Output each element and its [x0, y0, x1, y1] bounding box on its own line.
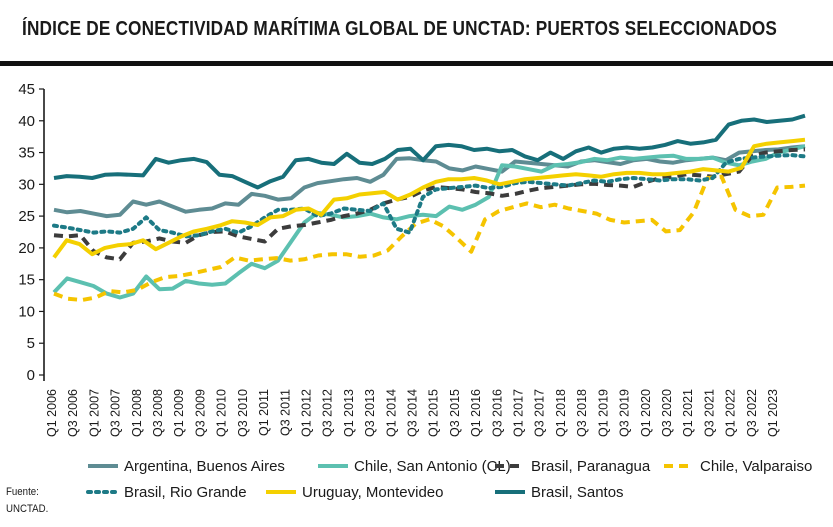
legend-item: Brasil, Santos [495, 484, 624, 501]
legend-item: Brasil, Paranagua [495, 458, 651, 475]
legend-label: Brasil, Paranagua [531, 458, 651, 475]
y-tick-label: 15 [18, 272, 35, 289]
x-tick-label: Q1 2008 [130, 389, 144, 437]
legend-label: Chile, San Antonio (CL) [354, 458, 511, 475]
y-tick-label: 10 [18, 303, 35, 320]
x-tick-label: Q1 2018 [554, 389, 568, 437]
x-tick-label: Q3 2017 [533, 389, 547, 437]
legend-item: Argentina, Buenos Aires [88, 458, 285, 475]
legend-label: Uruguay, Montevideo [302, 484, 443, 501]
legend-item: Chile, San Antonio (CL) [318, 458, 511, 475]
x-tick-label: Q3 2020 [660, 389, 674, 437]
x-tick-label: Q3 2015 [448, 389, 462, 437]
x-tick-label: Q3 2014 [406, 389, 420, 437]
legend-item: Brasil, Rio Grande [86, 484, 247, 501]
x-tick-label: Q1 2007 [87, 389, 101, 437]
x-tick-label: Q3 2006 [66, 389, 80, 437]
x-tick-label: Q3 2022 [745, 389, 759, 437]
y-tick-label: 0 [27, 367, 35, 384]
source-note: Fuente: UNCTAD. [6, 484, 59, 518]
chart-title: ÍNDICE DE CONECTIVIDAD MARÍTIMA GLOBAL D… [22, 18, 778, 40]
series-line-4 [53, 174, 806, 302]
x-tick-label: Q3 2021 [702, 389, 716, 437]
x-tick-label: Q3 2016 [490, 389, 504, 437]
legend-label: Argentina, Buenos Aires [124, 458, 285, 475]
x-tick-label: Q1 2022 [724, 389, 738, 437]
chart-axes: 0 5 10 15 20 25 30 35 40 45 Q1 2006 Q3 2006 Q1 2007 Q… [18, 81, 780, 437]
x-tick-label: Q3 2012 [321, 389, 335, 437]
series-line-3 [53, 147, 806, 262]
x-tick-label: Q1 2019 [596, 389, 610, 437]
y-tick-label: 5 [27, 335, 35, 352]
chart-legend: Argentina, Buenos Aires Chile, San Antoni… [86, 458, 812, 501]
y-tick-label: 20 [18, 240, 35, 257]
x-tick-label: Q3 2010 [236, 389, 250, 437]
source-label: Fuente: [6, 486, 39, 498]
x-tick-label: Q1 2012 [299, 389, 313, 437]
title-divider [0, 61, 833, 66]
y-tick-label: 40 [18, 113, 35, 130]
x-tick-label: Q1 2010 [215, 389, 229, 437]
legend-item: Chile, Valparaiso [664, 458, 812, 475]
x-tick-label: Q1 2015 [427, 389, 441, 437]
legend-label: Brasil, Santos [531, 484, 624, 501]
x-tick-label: Q1 2014 [384, 389, 398, 437]
series-line-1 [53, 144, 806, 219]
x-tick-label: Q3 2019 [618, 389, 632, 437]
legend-label: Chile, Valparaiso [700, 458, 812, 475]
y-tick-label: 30 [18, 176, 35, 193]
x-tick-label: Q1 2020 [639, 389, 653, 437]
x-tick-label: Q1 2009 [172, 389, 186, 437]
series-line-2 [52, 144, 806, 300]
legend-label: Brasil, Rio Grande [124, 484, 247, 501]
y-tick-label: 45 [18, 81, 35, 98]
x-tick-label: Q1 2023 [766, 389, 780, 437]
x-tick-label: Q1 2011 [257, 389, 271, 436]
series-line-5 [52, 153, 807, 239]
y-tick-label: 25 [18, 208, 35, 225]
x-tick-label: Q3 2009 [193, 389, 207, 437]
x-tick-label: Q1 2006 [45, 389, 59, 437]
x-tick-label: Q3 2011 [278, 389, 292, 436]
series-line-6 [52, 137, 806, 259]
x-tick-label: Q1 2016 [469, 389, 483, 437]
x-tick-label: Q3 2008 [151, 389, 165, 437]
x-tick-label: Q1 2017 [512, 389, 526, 437]
x-tick-label: Q3 2007 [109, 389, 123, 437]
x-tick-label: Q1 2021 [681, 389, 695, 437]
x-tick-label: Q1 2013 [342, 389, 356, 437]
x-tick-label: Q3 2013 [363, 389, 377, 437]
y-tick-label: 35 [18, 145, 35, 162]
x-tick-label: Q3 2018 [575, 389, 589, 437]
legend-item: Uruguay, Montevideo [266, 484, 443, 501]
series-line-7 [53, 113, 806, 190]
source-name: UNCTAD. [6, 503, 49, 515]
chart-series-lines [52, 113, 807, 302]
